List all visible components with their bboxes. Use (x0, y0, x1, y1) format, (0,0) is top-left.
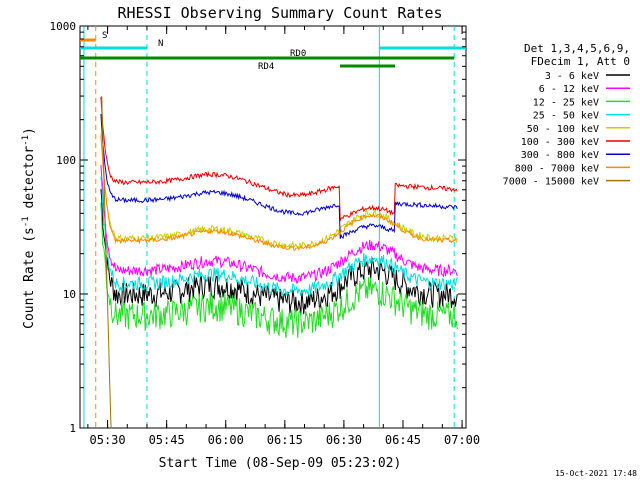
y-tick-label: 100 (56, 154, 76, 167)
series-line (101, 96, 112, 429)
y-tick-label: 1 (69, 422, 76, 435)
legend-row: 7000 - 15000 keV (503, 177, 630, 188)
series-line (100, 96, 458, 221)
plot-frame (79, 25, 467, 429)
y-tick-label: 1000 (50, 20, 77, 33)
series-line (100, 176, 458, 297)
legend-row: 800 - 7000 keV (515, 163, 630, 174)
x-tick-label: 06:30 (326, 433, 362, 447)
legend-row: 3 - 6 keV (545, 71, 630, 82)
legend-header-line-1: Det 1,3,4,5,6,9, (524, 42, 630, 55)
series-layer (100, 96, 458, 429)
legend-header-line-2: FDecim 1, Att 0 (531, 55, 630, 68)
legend-label: 12 - 25 keV (533, 97, 599, 108)
flag-layer: S N RD0 RD4 (80, 31, 466, 72)
x-tick-label: 05:30 (90, 433, 126, 447)
series-line (100, 133, 458, 250)
legend: Det 1,3,4,5,6,9, FDecim 1, Att 0 3 - 6 k… (503, 42, 630, 188)
x-tick-label: 07:00 (444, 433, 480, 447)
x-tick-label: 06:15 (267, 433, 303, 447)
series-line (100, 202, 458, 339)
legend-label: 7000 - 15000 keV (503, 177, 599, 188)
legend-row: 300 - 800 keV (521, 150, 630, 161)
y-axis-label-part: Count Rate (s (22, 227, 37, 329)
footer-timestamp: 15-Oct-2021 17:48 (555, 469, 637, 478)
y-axis-label-sup: -1 (21, 135, 31, 146)
x-tick-label: 06:00 (208, 433, 244, 447)
x-axis-label: Start Time (08-Sep-09 05:23:02) (159, 456, 402, 471)
legend-row: 50 - 100 keV (527, 124, 630, 135)
y-axis-label-part: detector (22, 146, 37, 217)
legend-label: 6 - 12 keV (539, 84, 599, 95)
flag-label: RD0 (290, 49, 306, 59)
y-tick-label: 10 (63, 288, 76, 301)
legend-row: 6 - 12 keV (539, 84, 630, 95)
x-tick-label: 05:45 (149, 433, 185, 447)
flag-label: S (102, 31, 107, 41)
legend-rows: 3 - 6 keV 6 - 12 keV 12 - 25 keV 25 - 50 ke… (503, 71, 630, 188)
legend-label: 800 - 7000 keV (515, 163, 599, 174)
series-line (100, 114, 458, 239)
flag-label: RD4 (258, 62, 274, 72)
y-axis-label: Count Rate (s-1 detector-1) (21, 127, 37, 329)
legend-label: 100 - 300 keV (521, 137, 599, 148)
legend-row: 12 - 25 keV (533, 97, 630, 108)
legend-label: 300 - 800 keV (521, 150, 599, 161)
legend-label: 25 - 50 keV (533, 111, 599, 122)
y-axis-label-part: ) (22, 127, 37, 135)
legend-row: 25 - 50 keV (533, 111, 630, 122)
y-axis: 1 10 100 1000 (50, 20, 466, 435)
legend-label: 50 - 100 keV (527, 124, 599, 135)
series-line (100, 164, 458, 284)
legend-row: 100 - 300 keV (521, 137, 630, 148)
x-axis: 05:30 05:45 06:00 06:15 06:30 06:45 07:00 (87, 26, 480, 447)
series-line (100, 189, 458, 315)
x-tick-label: 06:45 (385, 433, 421, 447)
chart-title: RHESSI Observing Summary Count Rates (117, 4, 442, 22)
flag-label: N (158, 39, 163, 49)
y-axis-label-sup: -1 (21, 216, 31, 227)
legend-label: 3 - 6 keV (545, 71, 599, 82)
series-line (100, 135, 458, 251)
night-markers (83, 26, 455, 428)
